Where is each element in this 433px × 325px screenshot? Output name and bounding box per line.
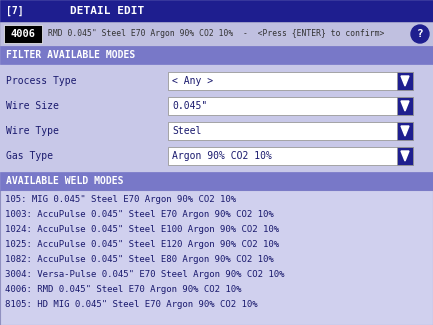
Text: Process Type: Process Type (6, 76, 77, 86)
Bar (0, 190, 433, 325)
Text: 105: MIG 0.045" Steel E70 Argon 90% CO2 10%: 105: MIG 0.045" Steel E70 Argon 90% CO2 … (5, 195, 236, 204)
Text: FILTER AVAILABLE MODES: FILTER AVAILABLE MODES (6, 50, 135, 60)
Bar (168, 122, 413, 140)
Bar (397, 122, 413, 140)
Text: ?: ? (417, 29, 423, 39)
Bar (168, 72, 413, 90)
Text: 1082: AccuPulse 0.045" Steel E80 Argon 90% CO2 10%: 1082: AccuPulse 0.045" Steel E80 Argon 9… (5, 255, 274, 264)
Bar (168, 97, 413, 115)
Polygon shape (401, 76, 409, 86)
Bar (397, 97, 413, 115)
Polygon shape (401, 151, 409, 161)
Text: RMD 0.045" Steel E70 Argon 90% CO2 10%  -  <Press {ENTER} to confirm>: RMD 0.045" Steel E70 Argon 90% CO2 10% -… (48, 30, 385, 38)
Bar (0, 22, 433, 46)
Text: 8105: HD MIG 0.045" Steel E70 Argon 90% CO2 10%: 8105: HD MIG 0.045" Steel E70 Argon 90% … (5, 300, 258, 309)
Text: 1024: AccuPulse 0.045" Steel E100 Argon 90% CO2 10%: 1024: AccuPulse 0.045" Steel E100 Argon … (5, 225, 279, 234)
Text: < Any >: < Any > (172, 76, 213, 86)
Bar (397, 72, 413, 90)
Text: 0.045": 0.045" (172, 101, 207, 111)
Text: [7]: [7] (6, 6, 24, 16)
Bar (168, 147, 413, 165)
Text: Wire Type: Wire Type (6, 126, 59, 136)
Text: 1003: AccuPulse 0.045" Steel E70 Argon 90% CO2 10%: 1003: AccuPulse 0.045" Steel E70 Argon 9… (5, 210, 274, 219)
Polygon shape (401, 126, 409, 136)
Text: Argon 90% CO2 10%: Argon 90% CO2 10% (172, 151, 272, 161)
Text: 4006: RMD 0.045" Steel E70 Argon 90% CO2 10%: 4006: RMD 0.045" Steel E70 Argon 90% CO2… (5, 285, 242, 294)
Text: 3004: Versa-Pulse 0.045" E70 Steel Argon 90% CO2 10%: 3004: Versa-Pulse 0.045" E70 Steel Argon… (5, 270, 284, 279)
Text: DETAIL EDIT: DETAIL EDIT (70, 6, 144, 16)
Text: Steel: Steel (172, 126, 201, 136)
Bar (0, 64, 433, 172)
Bar (0, 172, 433, 190)
Bar (0, 0, 433, 22)
Text: Gas Type: Gas Type (6, 151, 53, 161)
Bar (0, 46, 433, 64)
Bar (397, 147, 413, 165)
Text: AVAILABLE WELD MODES: AVAILABLE WELD MODES (6, 176, 123, 186)
Text: 1025: AccuPulse 0.045" Steel E120 Argon 90% CO2 10%: 1025: AccuPulse 0.045" Steel E120 Argon … (5, 240, 279, 249)
Text: Wire Size: Wire Size (6, 101, 59, 111)
Circle shape (411, 25, 429, 43)
Polygon shape (401, 101, 409, 111)
Text: 4006: 4006 (10, 29, 36, 39)
Bar (4, 25, 42, 43)
